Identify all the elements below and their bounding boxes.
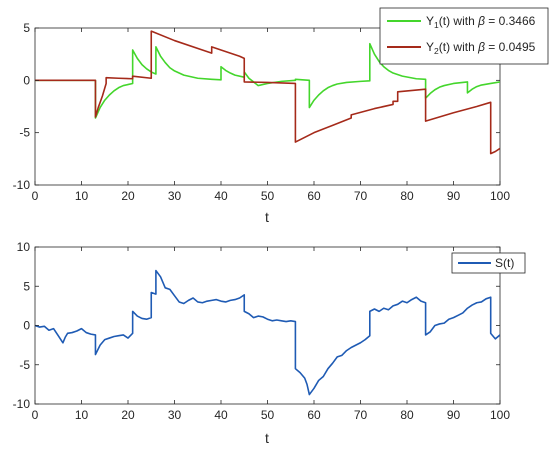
bottom-x-axis-label: t bbox=[265, 430, 269, 446]
bottom-axes-box bbox=[34, 246, 501, 405]
top-x-tick-label: 50 bbox=[261, 189, 275, 203]
bottom-y-tick-label: -10 bbox=[13, 397, 31, 411]
bottom-series-group bbox=[35, 269, 500, 396]
bottom-x-tick-label: 20 bbox=[121, 408, 135, 422]
bottom-x-tick-label: 0 bbox=[32, 408, 39, 422]
top-x-tick-label: 30 bbox=[168, 189, 182, 203]
top-x-tick-label: 80 bbox=[400, 189, 414, 203]
bottom-y-tick-label: 0 bbox=[23, 319, 30, 333]
bottom-x-tick-label: 10 bbox=[75, 408, 89, 422]
chart-bottom: 0 10 20 30 40 50 60 70 80 90 100 -10 -5 0 5 10 t S(t) bbox=[13, 240, 526, 446]
bottom-y-tick-label: 10 bbox=[17, 240, 31, 254]
top-legend-box bbox=[379, 7, 549, 65]
legend-label-y1: Y1(t) with β = 0.3466 bbox=[426, 14, 536, 30]
bottom-x-tick-label: 70 bbox=[354, 408, 368, 422]
bottom-x-tick-label: 40 bbox=[214, 408, 228, 422]
bottom-x-tick-label: 80 bbox=[400, 408, 414, 422]
legend-label-s: S(t) bbox=[495, 256, 514, 270]
top-x-tick-label: 0 bbox=[32, 189, 39, 203]
top-x-tick-label: 20 bbox=[121, 189, 135, 203]
top-x-tick-label: 10 bbox=[75, 189, 89, 203]
top-y-ticks: -10 -5 0 5 bbox=[13, 21, 500, 192]
top-x-tick-label: 100 bbox=[490, 189, 510, 203]
bottom-x-tick-label: 90 bbox=[447, 408, 461, 422]
bottom-y-tick-label: -5 bbox=[19, 358, 30, 372]
top-series-line-1 bbox=[35, 42, 500, 119]
top-x-ticks: 0 10 20 30 40 50 60 70 80 90 100 bbox=[32, 28, 510, 203]
bottom-y-tick-label: 5 bbox=[23, 279, 30, 293]
top-y-tick-label: 0 bbox=[23, 73, 30, 87]
top-series-line-2 bbox=[35, 30, 500, 155]
top-x-tick-label: 60 bbox=[307, 189, 321, 203]
bottom-series-line-1 bbox=[35, 269, 500, 396]
top-x-axis-label: t bbox=[265, 209, 269, 225]
legend-label-y2: Y2(t) with β = 0.0495 bbox=[426, 40, 536, 56]
bottom-legend: S(t) bbox=[451, 252, 526, 274]
top-x-tick-label: 40 bbox=[214, 189, 228, 203]
bottom-y-ticks: -10 -5 0 5 10 bbox=[13, 240, 500, 411]
top-legend: Y1(t) with β = 0.3466 Y2(t) with β = 0.0… bbox=[379, 7, 549, 65]
top-y-tick-label: 5 bbox=[23, 21, 30, 35]
bottom-x-ticks: 0 10 20 30 40 50 60 70 80 90 100 bbox=[32, 247, 510, 422]
top-series-group bbox=[35, 30, 500, 155]
bottom-x-tick-label: 50 bbox=[261, 408, 275, 422]
top-y-tick-label: -5 bbox=[19, 126, 30, 140]
top-x-tick-label: 90 bbox=[447, 189, 461, 203]
chart-top: 0 10 20 30 40 50 60 70 80 90 100 -10 -5 0 5 t Y1(t) w… bbox=[13, 7, 549, 225]
bottom-x-tick-label: 100 bbox=[490, 408, 510, 422]
bottom-x-tick-label: 30 bbox=[168, 408, 182, 422]
bottom-x-tick-label: 60 bbox=[307, 408, 321, 422]
top-y-tick-label: -10 bbox=[13, 178, 31, 192]
top-x-tick-label: 70 bbox=[354, 189, 368, 203]
